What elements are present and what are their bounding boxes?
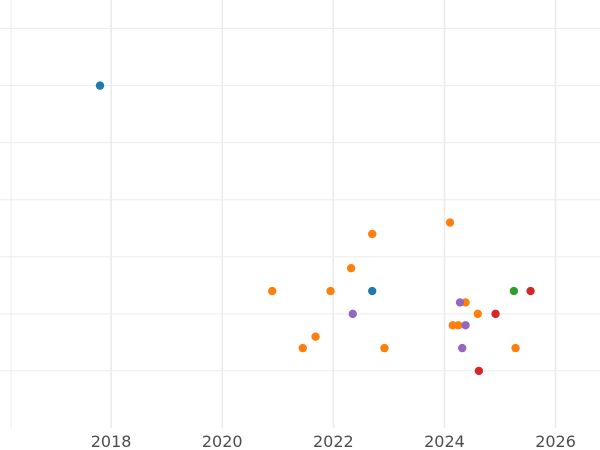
data-point <box>491 309 500 319</box>
data-point <box>445 218 455 227</box>
data-point <box>454 321 463 330</box>
data-point <box>380 343 389 353</box>
x-tick-label: 2026 <box>535 432 576 450</box>
data-point <box>368 229 377 239</box>
data-point <box>473 309 482 319</box>
data-point <box>311 332 320 341</box>
data-point <box>326 286 335 296</box>
data-point <box>95 81 105 90</box>
x-tick-label: 2020 <box>202 432 243 450</box>
data-point <box>346 264 356 273</box>
data-point <box>511 343 520 353</box>
data-point <box>455 298 465 307</box>
data-point <box>474 366 484 376</box>
x-tick-label: 2022 <box>313 432 354 450</box>
x-axis-tick-labels: 2018 2020 2022 2024 2026 <box>91 432 576 450</box>
grid <box>0 0 600 428</box>
data-point <box>368 286 377 296</box>
data-point <box>298 343 307 353</box>
data-point <box>509 286 519 296</box>
data-point <box>526 286 535 296</box>
data-point <box>268 286 277 296</box>
x-tick-label: 2018 <box>91 432 132 450</box>
data-point <box>348 309 357 319</box>
x-tick-label: 2024 <box>424 432 465 450</box>
data-point <box>458 343 467 353</box>
data-point <box>461 321 470 330</box>
data-points <box>95 81 535 376</box>
